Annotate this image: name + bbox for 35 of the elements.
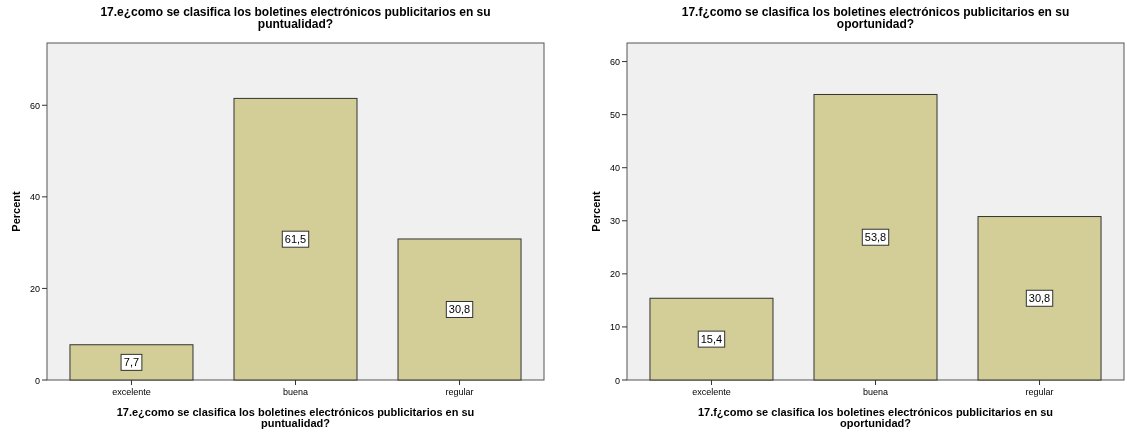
y-tick-label: 0 <box>614 375 620 386</box>
x-axis-title: 17.f¿como se clasifica los boletines electrónicos publicitarios en su oportunidad? <box>697 406 1054 429</box>
data-label: 53,8 <box>864 231 887 244</box>
data-label: 15,4 <box>700 333 723 346</box>
bar <box>69 344 194 381</box>
bar <box>233 97 358 381</box>
data-label: 30,8 <box>1028 292 1051 305</box>
x-tick-label: excelente <box>692 387 731 397</box>
y-tick-label: 30 <box>609 216 620 227</box>
data-label: 30,8 <box>448 303 471 316</box>
x-tick-label: buena <box>862 387 889 397</box>
y-tick-label: 0 <box>34 375 40 386</box>
bar <box>397 238 522 381</box>
y-tick-label: 10 <box>609 322 620 333</box>
chart-title: 17.f¿como se clasifica los boletines electrónicos publicitarios en su oportunidad? <box>681 5 1070 31</box>
y-tick-label: 20 <box>609 269 620 280</box>
data-label: 61,5 <box>284 233 307 246</box>
y-tick-label: 60 <box>609 57 620 68</box>
bar <box>977 216 1102 381</box>
chart-title: 17.e¿como se clasifica los boletines electrónicos publicitarios en su puntualidad? <box>100 5 491 31</box>
y-tick-label: 40 <box>609 163 620 174</box>
y-tick-label: 50 <box>609 110 620 121</box>
x-tick-label: regular <box>445 387 474 397</box>
y-axis-title: Percent <box>590 190 602 232</box>
y-tick-label: 60 <box>29 100 40 111</box>
y-tick-label: 20 <box>29 283 40 294</box>
x-axis-title: 17.e¿como se clasifica los boletines electrónicos publicitarios en su puntualidad? <box>116 406 475 429</box>
x-tick-label: excelente <box>112 387 151 397</box>
data-label: 7,7 <box>123 356 140 369</box>
x-tick-label: regular <box>1025 387 1054 397</box>
y-tick-label: 40 <box>29 192 40 203</box>
x-tick-label: buena <box>282 387 309 397</box>
y-axis-title: Percent <box>10 190 22 232</box>
bar <box>813 93 938 381</box>
bar <box>649 297 774 381</box>
